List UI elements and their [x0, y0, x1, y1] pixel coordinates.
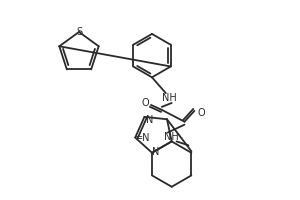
Text: =N: =N	[135, 133, 151, 143]
Text: N: N	[152, 147, 160, 157]
Text: NH: NH	[162, 93, 177, 103]
Text: S: S	[76, 27, 82, 37]
Text: O: O	[141, 98, 149, 108]
Text: NH: NH	[164, 132, 179, 142]
Text: O: O	[197, 108, 205, 118]
Text: N: N	[146, 115, 153, 125]
